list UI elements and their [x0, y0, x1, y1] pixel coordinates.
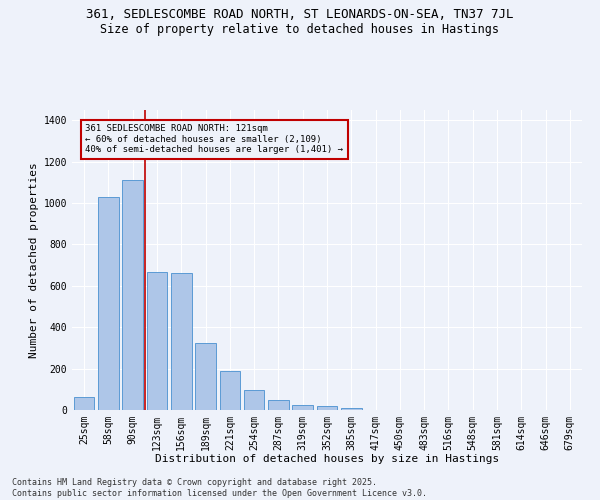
Bar	[268, 400, 289, 410]
Text: Contains HM Land Registry data © Crown copyright and database right 2025.
Contai: Contains HM Land Registry data © Crown c…	[12, 478, 427, 498]
Bar	[292, 406, 313, 410]
Bar	[317, 406, 337, 410]
Bar	[341, 408, 362, 410]
Bar	[74, 396, 94, 410]
Bar	[122, 180, 143, 410]
Bar	[171, 274, 191, 410]
Text: 361 SEDLESCOMBE ROAD NORTH: 121sqm
← 60% of detached houses are smaller (2,109)
: 361 SEDLESCOMBE ROAD NORTH: 121sqm ← 60%…	[85, 124, 343, 154]
Y-axis label: Number of detached properties: Number of detached properties	[29, 162, 40, 358]
Bar	[98, 197, 119, 410]
Text: Size of property relative to detached houses in Hastings: Size of property relative to detached ho…	[101, 22, 499, 36]
Bar	[146, 272, 167, 410]
Bar	[220, 370, 240, 410]
Bar	[244, 390, 265, 410]
Bar	[195, 343, 216, 410]
Text: 361, SEDLESCOMBE ROAD NORTH, ST LEONARDS-ON-SEA, TN37 7JL: 361, SEDLESCOMBE ROAD NORTH, ST LEONARDS…	[86, 8, 514, 20]
X-axis label: Distribution of detached houses by size in Hastings: Distribution of detached houses by size …	[155, 454, 499, 464]
